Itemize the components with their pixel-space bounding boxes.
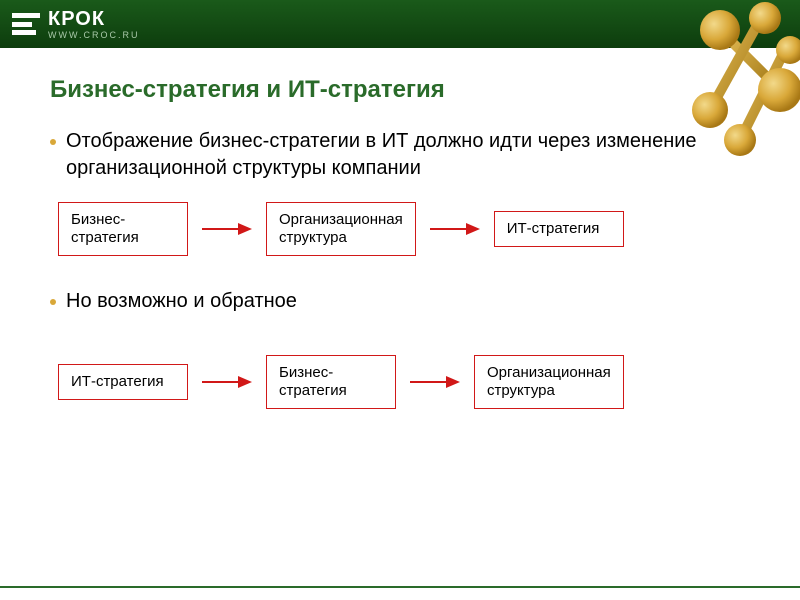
flow-box: ИТ-стратегия [494, 211, 624, 247]
flow-box: Организационнаяструктура [266, 202, 416, 256]
logo-url: WWW.CROC.RU [48, 31, 140, 40]
flow-box: Организационнаяструктура [474, 355, 624, 409]
bullet-item: Но возможно и обратное [50, 288, 750, 315]
logo: КРОК WWW.CROC.RU [12, 9, 140, 40]
arrow-icon [202, 221, 252, 237]
slide-content: Бизнес-стратегия и ИТ-стратегия Отображе… [0, 48, 800, 461]
logo-icon [12, 13, 40, 35]
logo-text: КРОК [48, 9, 140, 29]
flow-box: Бизнес-стратегия [266, 355, 396, 409]
footer-divider [0, 586, 800, 588]
bullet-text: Но возможно и обратное [66, 288, 297, 315]
flow-box: Бизнес-стратегия [58, 202, 188, 256]
bullet-icon [50, 139, 56, 145]
header-bar: КРОК WWW.CROC.RU [0, 0, 800, 48]
arrow-icon [410, 374, 460, 390]
bullet-item: Отображение бизнес-стратегии в ИТ должно… [50, 128, 750, 182]
flow-diagram-2: ИТ-стратегия Бизнес-стратегия Организаци… [58, 355, 750, 409]
flow-diagram-1: Бизнес-стратегия Организационнаяструктур… [58, 202, 750, 256]
flow-box: ИТ-стратегия [58, 364, 188, 400]
arrow-icon [430, 221, 480, 237]
arrow-icon [202, 374, 252, 390]
slide-title: Бизнес-стратегия и ИТ-стратегия [50, 76, 750, 104]
bullet-icon [50, 299, 56, 305]
bullet-text: Отображение бизнес-стратегии в ИТ должно… [66, 128, 750, 182]
